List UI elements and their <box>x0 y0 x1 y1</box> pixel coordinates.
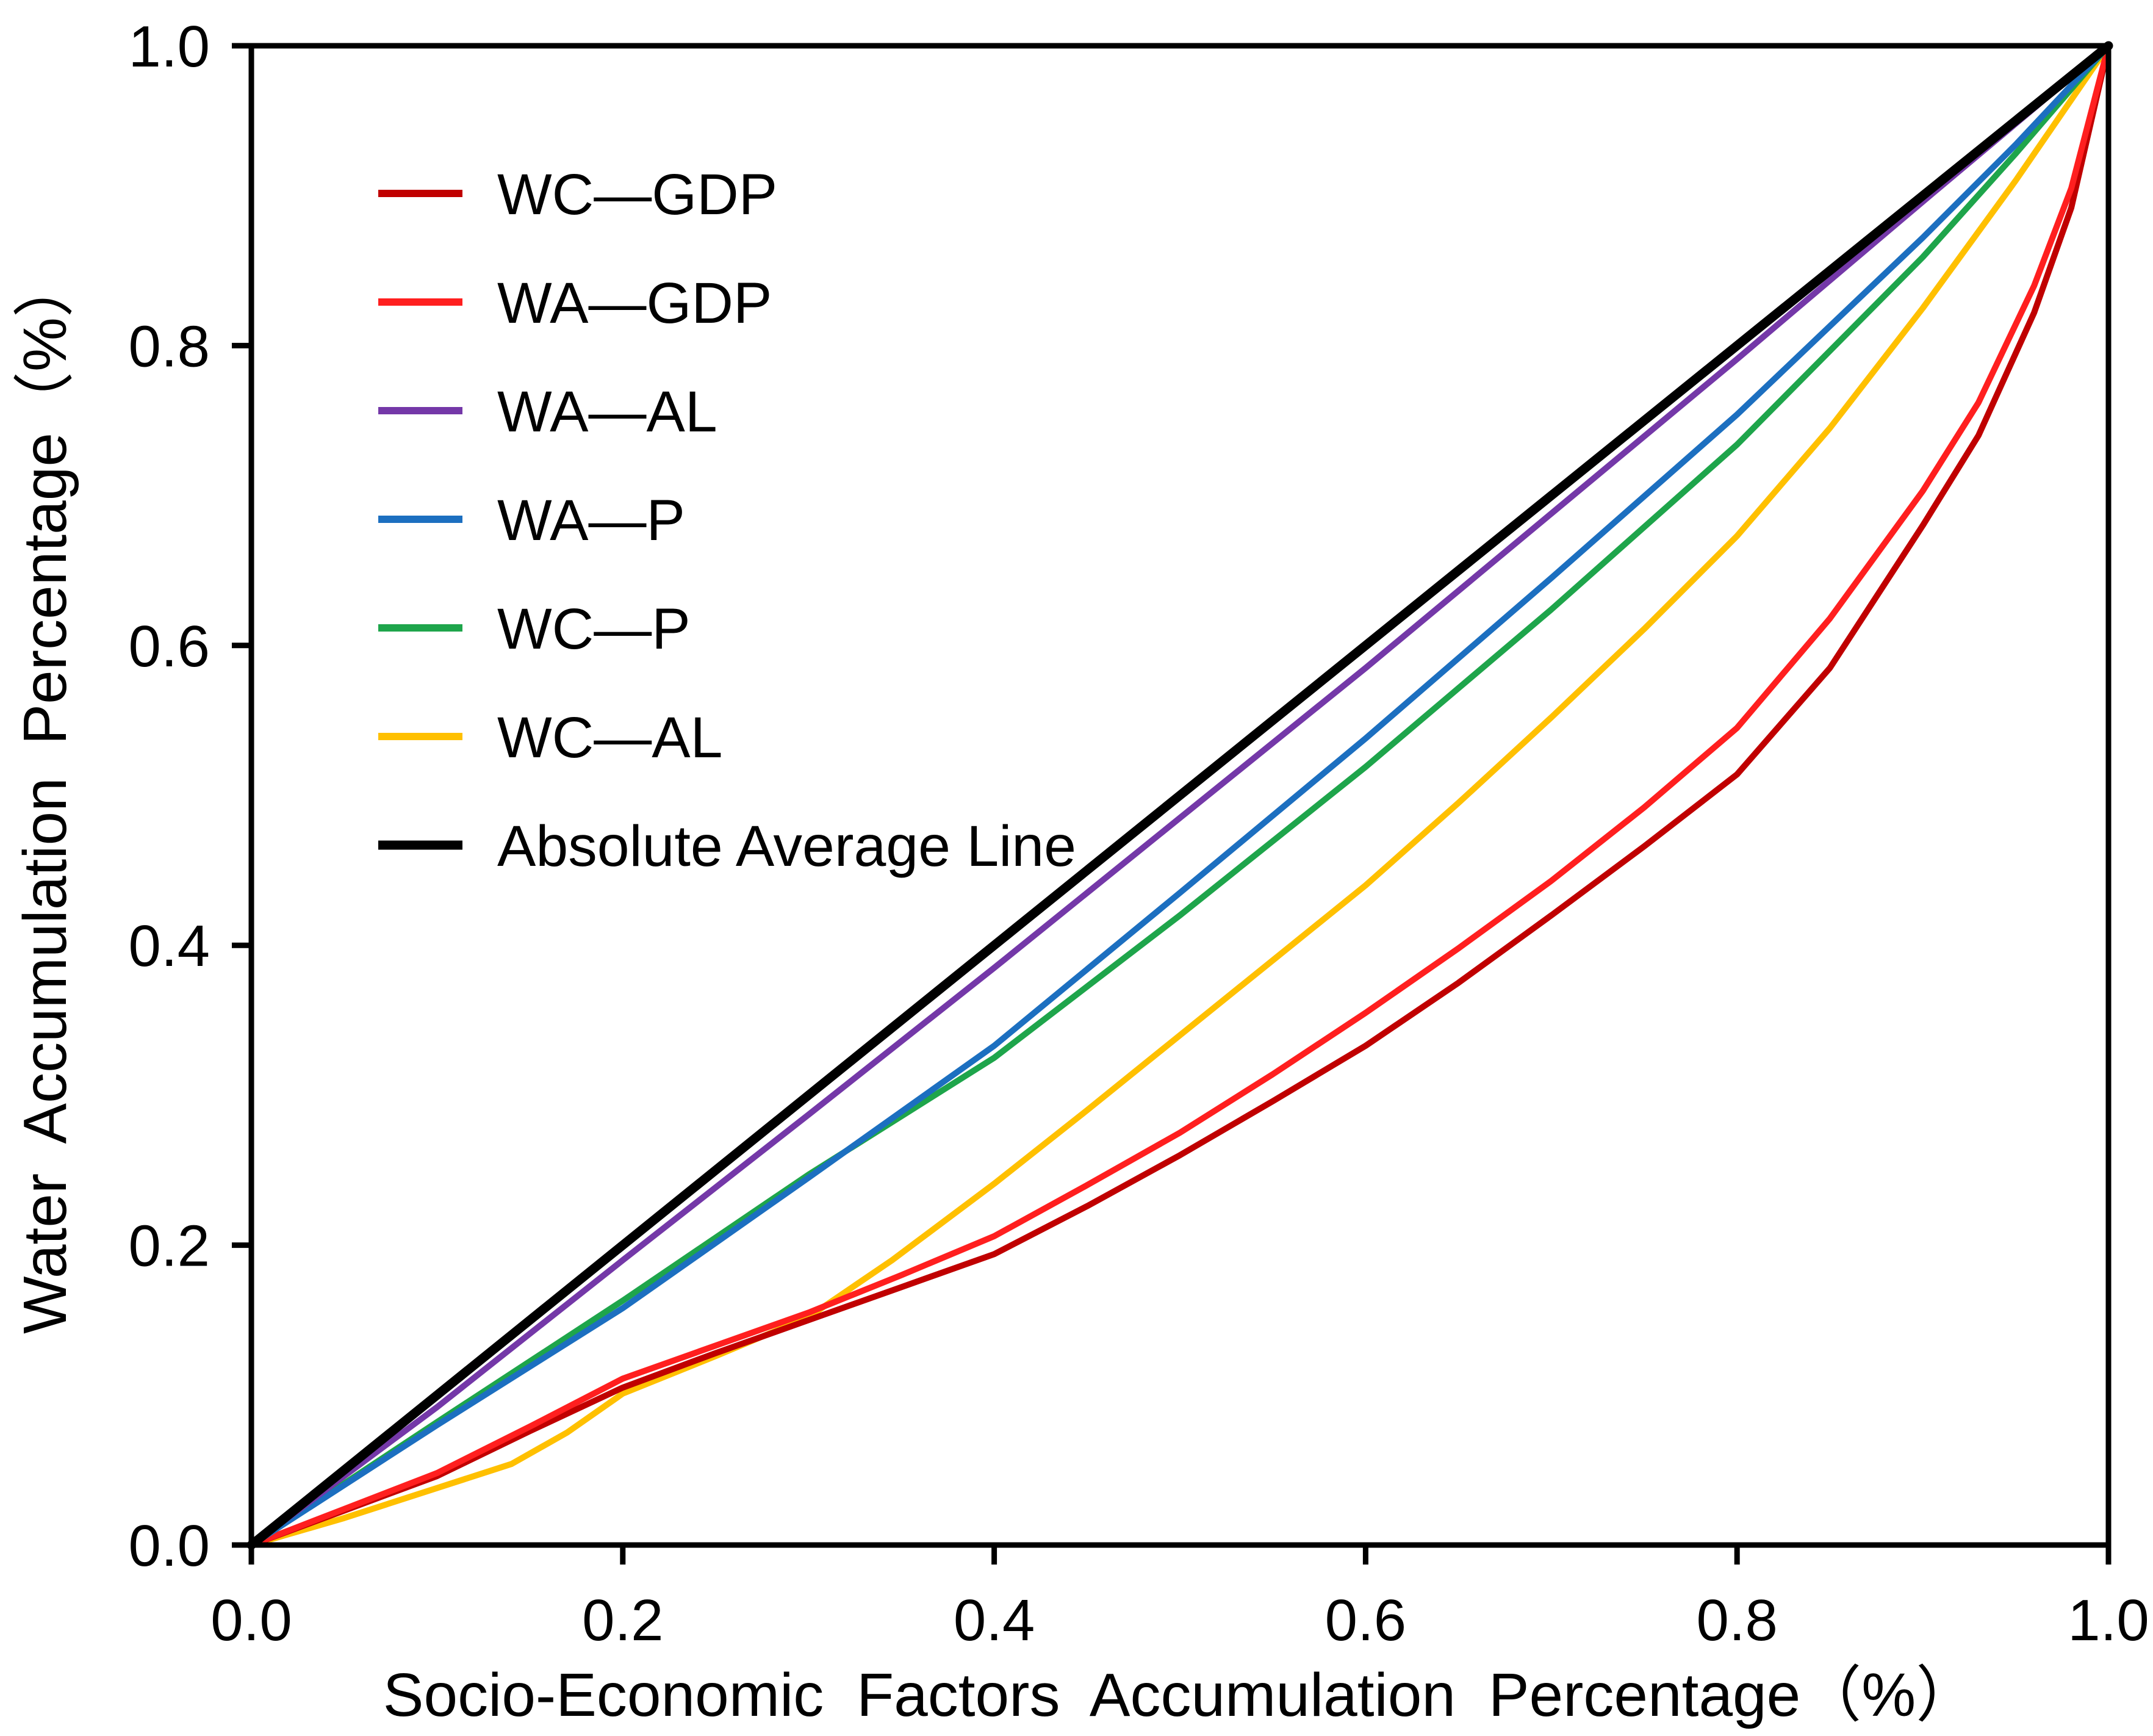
legend-item-avg: Absolute Average Line <box>378 814 1076 879</box>
x-tick-label: 0.0 <box>210 1588 292 1653</box>
legend-item-wc-gdp: WC—GDP <box>378 162 777 227</box>
legend-item-wa-p: WA—P <box>378 488 685 553</box>
curve-wa-al <box>248 43 2112 1548</box>
y-tick-label: 0.6 <box>129 614 210 679</box>
curve-wc-al <box>248 43 2112 1548</box>
legend: WC—GDP WA—GDP WA—AL WA—P WC—P WC—AL Absolute A… <box>378 162 1076 879</box>
legend-label-avg: Absolute Average Line <box>497 814 1076 879</box>
y-axis-title: Water Accumulation Percentage（%） <box>11 256 79 1334</box>
x-tick-label: 0.2 <box>582 1588 663 1653</box>
axis-ticks <box>232 43 2112 1565</box>
legend-item-wc-al: WC—AL <box>378 705 722 770</box>
curve-wa-gdp <box>248 43 2112 1548</box>
x-tick-label: 1.0 <box>2068 1588 2149 1653</box>
curve-wc-p <box>248 43 2112 1548</box>
legend-label-wc-p: WC—P <box>497 597 691 661</box>
x-tick-label: 0.4 <box>954 1588 1035 1653</box>
y-tick-label: 1.0 <box>129 14 210 79</box>
y-tick-label: 0.0 <box>129 1513 210 1579</box>
legend-label-wc-gdp: WC—GDP <box>497 162 777 227</box>
legend-label-wa-gdp: WA—GDP <box>497 271 772 336</box>
x-axis-title: Socio-Economic Factors Accumulation Perc… <box>383 1661 1977 1729</box>
curve-wc-gdp <box>248 43 2112 1548</box>
y-tick-label: 0.8 <box>129 314 210 379</box>
legend-item-wa-al: WA—AL <box>378 380 717 444</box>
curves-group <box>246 41 2113 1550</box>
curve-avg <box>246 41 2113 1550</box>
plot-border <box>248 43 2112 1548</box>
x-tick-label: 0.8 <box>1696 1588 1777 1653</box>
legend-item-wa-gdp: WA—GDP <box>378 271 772 336</box>
y-tick-label: 0.4 <box>129 913 210 979</box>
axis-tick-labels: 0.0 0.2 0.4 0.6 0.8 1.0 0.0 0.2 0.4 0.6 0.8 1.0 <box>129 14 2149 1653</box>
legend-item-wc-p: WC—P <box>378 597 691 661</box>
legend-label-wc-al: WC—AL <box>497 705 722 770</box>
curve-wa-p <box>248 43 2112 1548</box>
plot-area-border <box>248 43 2112 1548</box>
x-tick-label: 0.6 <box>1325 1588 1406 1653</box>
legend-label-wa-p: WA—P <box>497 488 685 553</box>
legend-label-wa-al: WA—AL <box>497 380 717 444</box>
y-tick-label: 0.2 <box>129 1214 210 1279</box>
